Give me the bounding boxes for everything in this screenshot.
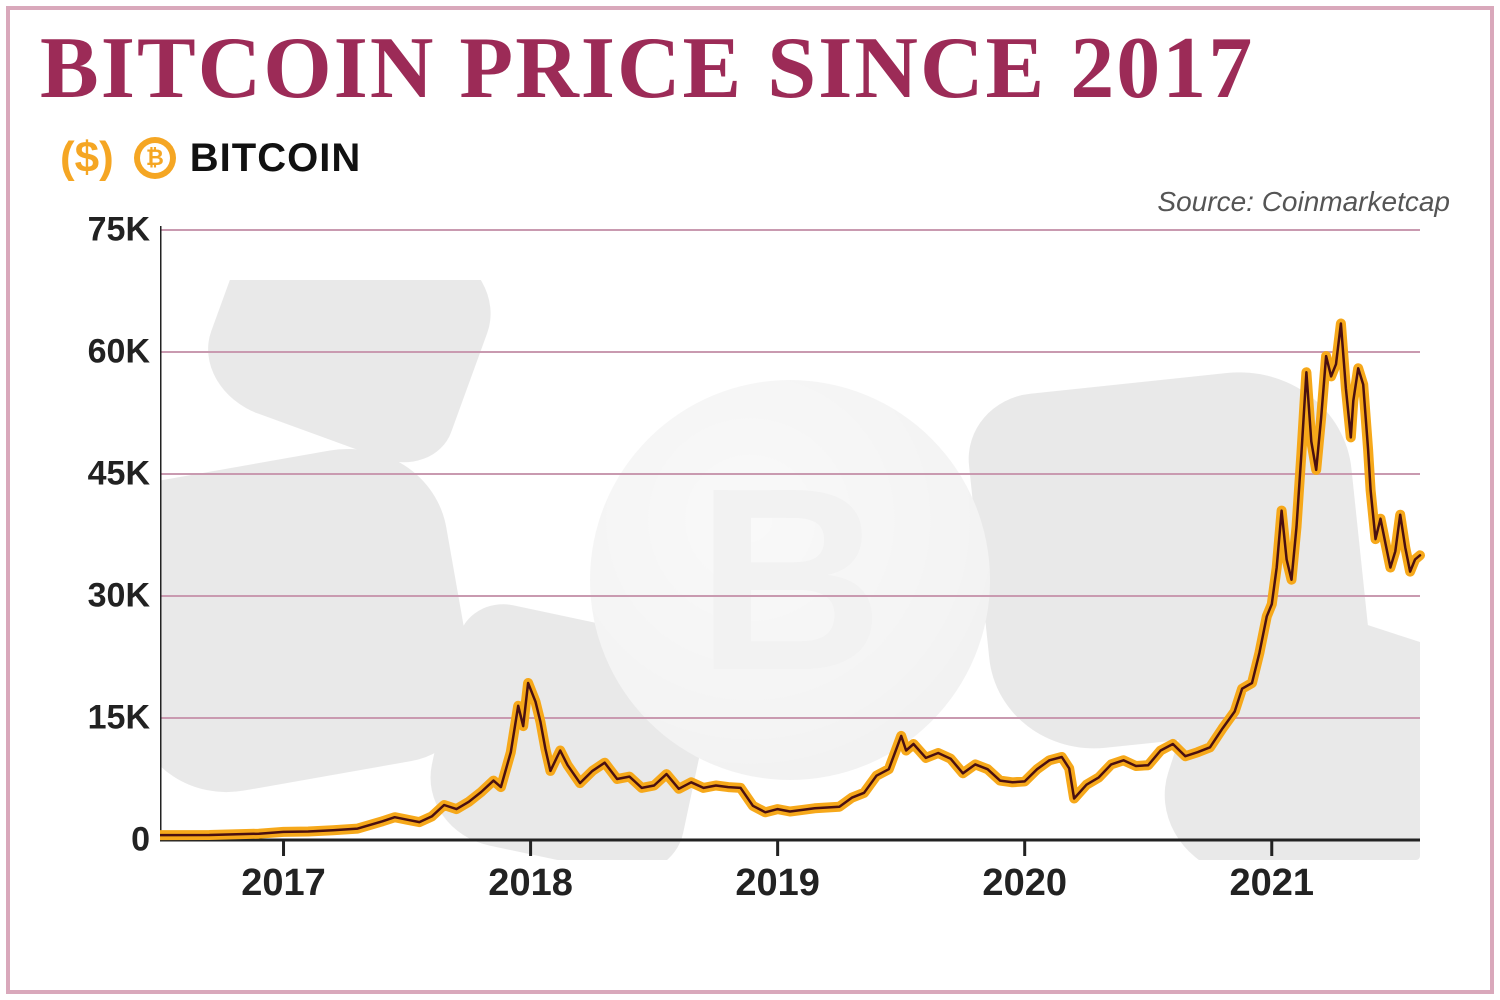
y-axis-label: 45K — [40, 455, 150, 494]
price-chart — [160, 220, 1440, 880]
y-axis-label: 60K — [40, 333, 150, 372]
x-axis-label: 2018 — [488, 862, 573, 905]
legend-dollar: ($) — [60, 133, 114, 183]
legend: ($) ₿ BITCOIN — [0, 119, 1500, 183]
y-axis-label: 30K — [40, 577, 150, 616]
source-text: Source: Coinmarketcap — [1157, 186, 1450, 218]
x-axis-label: 2017 — [241, 862, 326, 905]
page-title: BITCOIN PRICE SINCE 2017 — [0, 0, 1500, 119]
bitcoin-icon-glyph: ₿ — [140, 143, 170, 173]
x-axis-label: 2020 — [982, 862, 1067, 905]
y-axis-label: 0 — [40, 821, 150, 860]
bitcoin-icon: ₿ — [134, 137, 176, 179]
y-axis-label: 75K — [40, 211, 150, 250]
legend-label: BITCOIN — [190, 136, 361, 181]
y-axis-label: 15K — [40, 699, 150, 738]
x-axis-label: 2019 — [735, 862, 820, 905]
x-axis-label: 2021 — [1229, 862, 1314, 905]
chart-area: B 015K30K45K60K75K 20172018201920202021 — [40, 220, 1460, 940]
